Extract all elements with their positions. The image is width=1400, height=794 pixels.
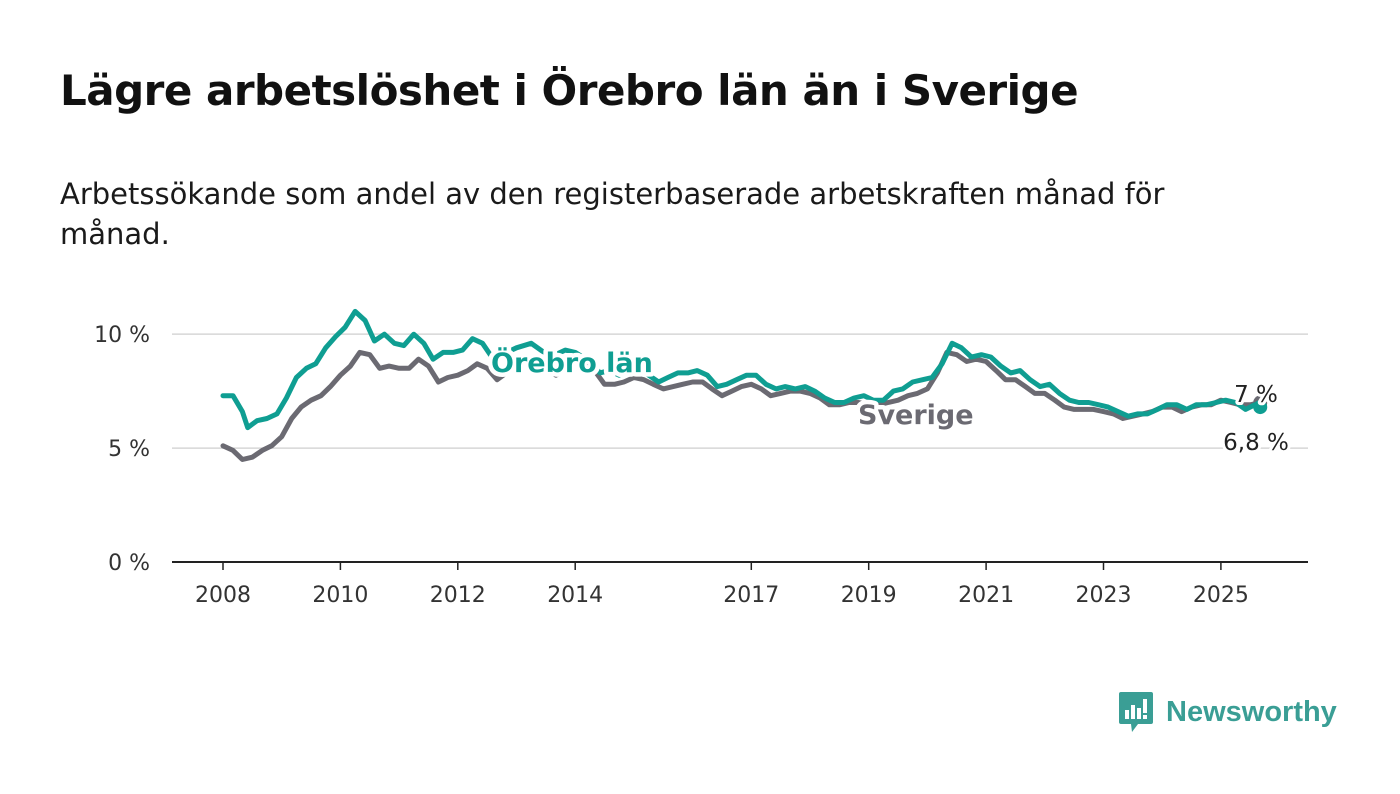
series-lines — [220, 308, 1268, 462]
x-axis-ticks: 2008 2010 2012 2014 2017 2019 2021 2023 2025 — [195, 562, 1249, 608]
x-tick-label: 2017 — [723, 583, 779, 608]
chart-title: Lägre arbetslöshet i Örebro län än i Sve… — [60, 66, 1079, 115]
gridlines — [172, 333, 1308, 563]
series-name-sverige: Sverige — [858, 400, 974, 431]
end-label-orebro-lan: 6,8 % — [1223, 430, 1289, 456]
x-tick-label: 2008 — [195, 583, 251, 608]
y-tick-label: 5 % — [108, 437, 150, 462]
newsworthy-logo-icon — [1119, 692, 1153, 732]
series-end-point — [1253, 400, 1268, 415]
x-tick-label: 2023 — [1076, 583, 1132, 608]
newsworthy-logo: Newsworthy — [1118, 690, 1337, 734]
y-axis-ticks: 0 % 5 % 10 % — [94, 323, 150, 576]
series-labels: Örebro län Sverige 7 % 6,8 % — [487, 342, 1292, 460]
y-tick-label: 0 % — [108, 551, 150, 576]
series-line-orebro-lan — [220, 308, 1263, 431]
x-tick-label: 2025 — [1193, 583, 1249, 608]
x-tick-label: 2010 — [312, 583, 368, 608]
x-tick-label: 2019 — [841, 583, 897, 608]
series-line-sverige — [220, 349, 1263, 462]
x-tick-label: 2012 — [430, 583, 486, 608]
chart-subtitle: Arbetssökande som andel av den registerb… — [60, 177, 1165, 251]
x-tick-label: 2014 — [547, 583, 603, 608]
newsworthy-logo-text: Newsworthy — [1166, 695, 1337, 728]
end-label-sverige: 7 % — [1234, 382, 1278, 408]
series-name-orebro-lan: Örebro län — [491, 346, 653, 379]
x-tick-label: 2021 — [958, 583, 1014, 608]
y-tick-label: 10 % — [94, 323, 150, 348]
